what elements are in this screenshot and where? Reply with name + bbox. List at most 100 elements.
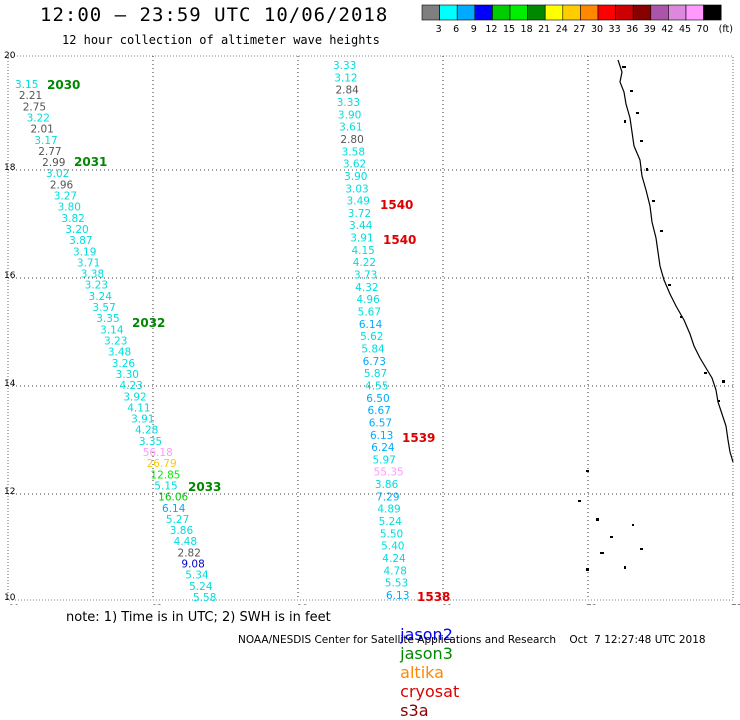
y-tick-label: 18 xyxy=(4,163,16,173)
wave-height-value: 3.14 xyxy=(100,324,124,336)
wave-height-value: 3.57 xyxy=(92,302,115,314)
map-title: 12:00 – 23:59 UTC 10/06/2018 xyxy=(40,4,389,26)
wave-height-value: 55.35 xyxy=(374,467,404,479)
wave-height-value: 7.29 xyxy=(376,491,399,503)
wave-height-value: 6.57 xyxy=(369,417,392,429)
wave-height-value: 4.78 xyxy=(384,565,407,577)
wave-height-value: 3.23 xyxy=(104,336,127,348)
island xyxy=(632,524,634,526)
wave-height-value: 2.96 xyxy=(50,179,74,191)
wave-height-value: 3.61 xyxy=(339,122,362,134)
satellite-legend: jason2 jason3 altika cryosat s3a xyxy=(390,606,468,720)
legend-label: 3 xyxy=(436,24,442,35)
y-tick-label: 12 xyxy=(4,487,15,497)
x-tick-label: 63 xyxy=(151,604,162,605)
wave-height-value: 2.80 xyxy=(340,134,363,146)
y-tick-label: 10 xyxy=(4,593,16,603)
island xyxy=(640,548,643,550)
pass-time-label: 1538 xyxy=(417,590,450,604)
x-tick-label: 66 xyxy=(296,604,308,605)
wave-height-value: 3.38 xyxy=(81,269,104,281)
wave-height-value: 2.99 xyxy=(42,157,65,169)
wave-height-value: 6.73 xyxy=(363,356,386,368)
wave-height-value: 3.27 xyxy=(54,191,77,203)
wave-height-value: 3.91 xyxy=(131,414,154,426)
legend-label: 18 xyxy=(521,24,533,35)
legend-label: 36 xyxy=(626,24,638,35)
island xyxy=(718,400,720,402)
y-tick-label: 16 xyxy=(4,271,16,281)
island xyxy=(622,66,626,68)
legend-label: 9 xyxy=(471,24,477,35)
wave-height-value: 3.72 xyxy=(348,208,371,220)
legend-label: 70 xyxy=(697,24,709,35)
wave-height-value: 3.26 xyxy=(112,358,136,370)
pass-time-label: 1539 xyxy=(402,431,435,445)
wave-height-value: 3.44 xyxy=(349,220,373,232)
wave-height-value: 3.35 xyxy=(139,436,162,448)
wave-height-value: 4.23 xyxy=(119,380,142,392)
wave-height-value: 3.19 xyxy=(73,246,96,258)
island xyxy=(646,168,648,171)
island xyxy=(704,372,707,374)
legend-label: 33 xyxy=(609,24,621,35)
coastline xyxy=(617,59,734,463)
wave-height-value: 6.13 xyxy=(370,430,393,442)
wave-height-value: 3.23 xyxy=(85,280,108,292)
wave-height-value: 3.02 xyxy=(46,168,69,180)
sat-jason3: jason3 xyxy=(400,644,453,663)
wave-height-value: 5.40 xyxy=(381,541,404,553)
wave-height-value: 2.75 xyxy=(23,101,46,113)
wave-height-value: 3.49 xyxy=(347,196,370,208)
island xyxy=(624,566,626,569)
wave-height-value: 4.89 xyxy=(377,504,400,516)
island xyxy=(600,552,604,554)
wave-height-value: 3.92 xyxy=(123,391,146,403)
pass-time-label: 2033 xyxy=(188,480,221,494)
wave-height-value: 4.11 xyxy=(127,402,150,414)
pass-time-label: 1540 xyxy=(380,198,413,212)
color-legend: 3 6 9 12 15 18 21 24 27 30 33 36 39 42 45 70 (ft) xyxy=(421,4,733,35)
wave-height-map: 60 63 66 69 72 75 20 18 16 14 12 10 3.152.212.753.22… xyxy=(4,51,740,605)
island xyxy=(636,112,639,114)
island xyxy=(578,500,581,502)
y-tick-label: 14 xyxy=(4,379,16,389)
wave-height-value: 26.79 xyxy=(147,458,177,470)
legend-label: 42 xyxy=(661,24,673,35)
wave-height-value: 3.33 xyxy=(333,60,356,72)
wave-height-value: 3.22 xyxy=(27,112,50,124)
legend-label: 30 xyxy=(591,24,603,35)
wave-height-value: 3.80 xyxy=(58,202,81,214)
wave-height-value: 4.48 xyxy=(174,536,197,548)
wave-height-value: 3.33 xyxy=(337,97,360,109)
wave-height-value: 3.30 xyxy=(116,369,139,381)
wave-height-value: 5.15 xyxy=(154,480,177,492)
wave-height-value: 3.62 xyxy=(343,159,366,171)
wave-height-value: 3.86 xyxy=(170,525,194,537)
wave-height-value: 3.48 xyxy=(108,347,131,359)
wave-height-value: 3.90 xyxy=(344,171,367,183)
legend-label: 12 xyxy=(485,24,497,35)
wave-height-value: 3.82 xyxy=(61,213,84,225)
island xyxy=(722,380,725,383)
wave-height-value: 6.50 xyxy=(366,393,389,405)
credit-line: NOAA/NESDIS Center for Satellite Applica… xyxy=(238,634,706,646)
map-subtitle: 12 hour collection of altimeter wave hei… xyxy=(62,33,380,47)
wave-height-value: 3.15 xyxy=(15,79,38,91)
wave-height-value: 9.08 xyxy=(181,559,204,571)
pass-time-label: 2030 xyxy=(47,78,80,92)
wave-height-value: 4.55 xyxy=(365,380,388,392)
wave-height-value: 3.35 xyxy=(96,313,119,325)
wave-height-value: 4.96 xyxy=(356,294,380,306)
wave-height-value: 5.58 xyxy=(193,592,216,604)
wave-height-value: 4.15 xyxy=(351,245,374,257)
island xyxy=(668,284,671,286)
island xyxy=(624,120,626,123)
wave-height-value: 3.90 xyxy=(338,109,361,121)
wave-height-value: 5.27 xyxy=(166,514,189,526)
wave-height-value: 5.87 xyxy=(364,368,387,380)
island xyxy=(586,568,589,571)
wave-height-value: 2.84 xyxy=(335,85,359,97)
wave-height-value: 2.82 xyxy=(178,547,201,559)
wave-height-value: 5.34 xyxy=(185,570,209,582)
